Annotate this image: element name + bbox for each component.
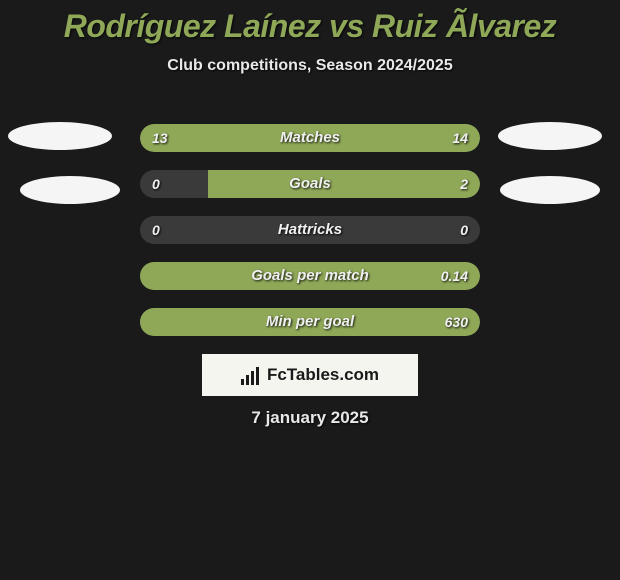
snapshot-date: 7 january 2025 (0, 408, 620, 428)
stat-label: Matches (140, 124, 480, 152)
stat-bar: 02Goals (140, 170, 480, 198)
player-left-avatar-shadow-1 (8, 122, 112, 150)
stat-label: Hattricks (140, 216, 480, 244)
page-title: Rodríguez Laínez vs Ruiz Ãlvarez (0, 0, 620, 45)
bar-chart-icon (241, 365, 261, 385)
stat-bar: 0.14Goals per match (140, 262, 480, 290)
brand-text: FcTables.com (267, 365, 379, 385)
player-right-avatar-shadow-2 (500, 176, 600, 204)
stat-bar: 1314Matches (140, 124, 480, 152)
stat-label: Goals (140, 170, 480, 198)
stat-bar: 00Hattricks (140, 216, 480, 244)
stat-label: Goals per match (140, 262, 480, 290)
stat-label: Min per goal (140, 308, 480, 336)
brand-logo: FcTables.com (202, 354, 418, 396)
stat-bar: 630Min per goal (140, 308, 480, 336)
stats-bars: 1314Matches 02Goals 00Hattricks 0.14Goals p… (140, 124, 480, 354)
player-right-avatar-shadow-1 (498, 122, 602, 150)
page-subtitle: Club competitions, Season 2024/2025 (0, 57, 620, 75)
player-left-avatar-shadow-2 (20, 176, 120, 204)
